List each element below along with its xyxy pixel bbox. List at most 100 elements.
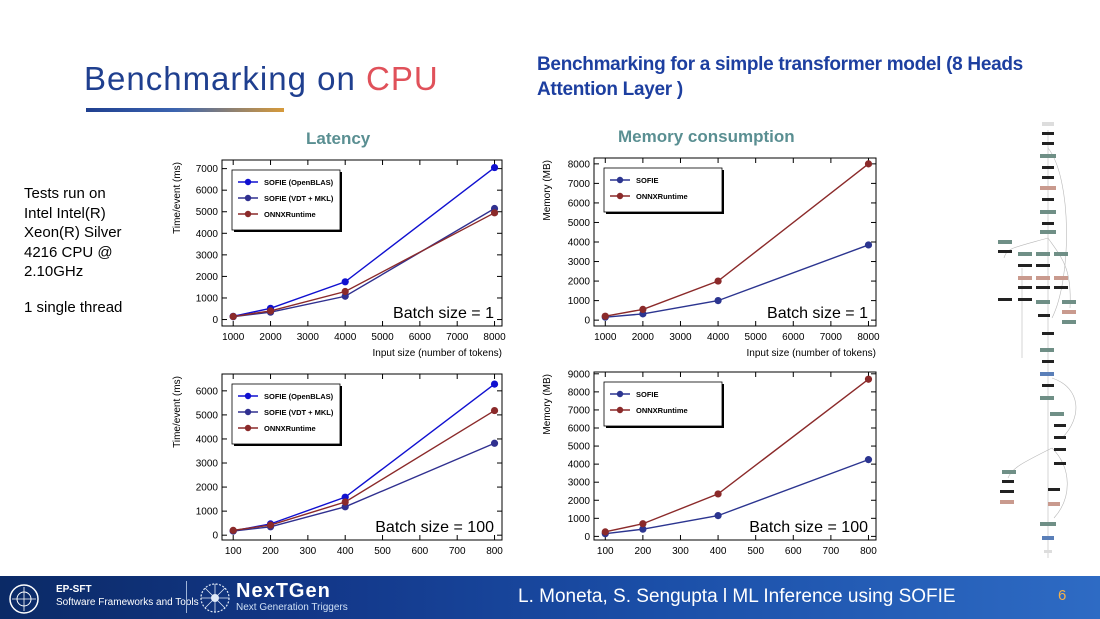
- x-tick-label: 400: [710, 546, 727, 557]
- data-point: [639, 305, 647, 313]
- y-tick-label: 1000: [196, 293, 219, 304]
- data-point: [639, 520, 647, 528]
- data-point: [864, 241, 873, 249]
- legend-marker: [616, 406, 624, 414]
- legend-marker: [244, 392, 252, 400]
- legend-marker: [616, 192, 624, 200]
- note-line: Xeon(R) Silver: [24, 224, 122, 241]
- x-tick-label: 2000: [632, 332, 655, 343]
- x-tick-label: 7000: [820, 332, 843, 343]
- x-tick-label: 1000: [222, 332, 245, 343]
- legend-box: [603, 167, 723, 213]
- y-tick-label: 0: [212, 531, 218, 542]
- x-tick-label: 3000: [669, 332, 692, 343]
- series-line: [233, 212, 495, 318]
- y-tick-label: 6000: [568, 424, 591, 435]
- y-tick-label: 7000: [568, 179, 591, 190]
- y-tick-label: 4000: [568, 238, 591, 249]
- x-tick-label: 700: [449, 546, 466, 557]
- nextgen-subtitle: Next Generation Triggers: [236, 602, 348, 613]
- x-tick-label: 200: [635, 546, 652, 557]
- x-tick-label: 3000: [297, 332, 320, 343]
- y-tick-label: 4000: [196, 434, 219, 445]
- footer-notch: [152, 562, 897, 578]
- latency-heading: Latency: [306, 129, 371, 148]
- data-point: [601, 312, 609, 320]
- x-tick-label: 6000: [409, 332, 432, 343]
- test-setup-note: Tests run on Intel Intel(R) Xeon(R) Silv…: [24, 184, 164, 282]
- series-line: [233, 442, 495, 532]
- y-tick-label: 2000: [196, 272, 219, 283]
- y-tick-label: 5000: [196, 410, 219, 421]
- x-tick-label: 500: [374, 546, 391, 557]
- legend-entry: SOFIE (VDT + MKL): [264, 408, 334, 417]
- note-line: Tests run on: [24, 185, 106, 202]
- x-tick-label: 800: [486, 546, 503, 557]
- data-point: [490, 380, 499, 388]
- legend-entry: SOFIE: [636, 176, 659, 185]
- data-point: [714, 277, 722, 285]
- x-tick-label: 8000: [483, 332, 506, 343]
- x-tick-label: 1000: [594, 332, 617, 343]
- y-tick-label: 2000: [568, 496, 591, 507]
- x-tick-label: 100: [597, 546, 614, 557]
- x-axis-label: Input size (number of tokens): [746, 348, 876, 359]
- y-tick-label: 0: [584, 316, 590, 327]
- title-main: Benchmarking on: [84, 60, 366, 97]
- y-axis-label: Memory (MB): [542, 160, 553, 221]
- y-tick-label: 7000: [196, 164, 219, 175]
- legend-entry: SOFIE (OpenBLAS): [264, 392, 334, 401]
- data-point: [714, 512, 722, 520]
- note-line: Intel Intel(R): [24, 204, 106, 222]
- ep-sft-label: EP-SFT: [56, 584, 92, 595]
- data-point: [864, 456, 873, 464]
- footer-divider: [186, 581, 187, 613]
- data-point: [864, 375, 873, 383]
- note-line: 2.10GHz: [24, 263, 84, 280]
- data-point: [266, 307, 275, 315]
- data-point: [490, 406, 499, 415]
- data-point: [341, 498, 349, 506]
- x-tick-label: 700: [823, 546, 840, 557]
- y-tick-label: 2000: [196, 483, 219, 494]
- data-point: [714, 490, 722, 498]
- y-axis-label: Time/event (ms): [172, 376, 183, 448]
- series-line: [605, 244, 869, 318]
- x-axis-label: Input size (number of tokens): [372, 348, 502, 359]
- slide-subtitle: Benchmarking for a simple transformer mo…: [537, 54, 1023, 100]
- page-number: 6: [1058, 587, 1067, 604]
- y-tick-label: 4000: [196, 229, 219, 240]
- y-tick-label: 8000: [568, 159, 591, 170]
- data-point: [341, 287, 349, 296]
- y-tick-label: 3000: [196, 459, 219, 470]
- y-tick-label: 1000: [568, 296, 591, 307]
- thread-note: 1 single thread: [24, 299, 123, 316]
- x-tick-label: 600: [412, 546, 429, 557]
- legend-marker: [244, 210, 252, 218]
- y-tick-label: 9000: [568, 369, 591, 380]
- nextgen-logo-icon: [200, 583, 230, 613]
- x-tick-label: 8000: [857, 332, 880, 343]
- legend-entry: ONNXRuntime: [636, 192, 688, 201]
- x-tick-label: 600: [785, 546, 802, 557]
- data-point: [229, 312, 237, 321]
- y-tick-label: 4000: [568, 460, 591, 471]
- x-tick-label: 5000: [371, 332, 394, 343]
- legend-marker: [244, 194, 252, 202]
- y-tick-label: 0: [584, 532, 590, 543]
- series-line: [233, 166, 495, 317]
- y-tick-label: 2000: [568, 277, 591, 288]
- data-point: [639, 525, 647, 533]
- title-underline: [86, 108, 284, 112]
- legend-entry: SOFIE (VDT + MKL): [264, 194, 334, 203]
- data-point: [864, 160, 873, 168]
- latency-batch100-chart: 100 200 300 400 500 600 700 800 0 1000 2000 3000 400…: [172, 373, 503, 573]
- footer-bar: [0, 576, 1100, 619]
- x-tick-label: 300: [300, 546, 317, 557]
- data-point: [490, 163, 499, 172]
- x-tick-label: 5000: [745, 332, 768, 343]
- legend-entry: SOFIE: [636, 390, 659, 399]
- y-tick-label: 5000: [568, 218, 591, 229]
- y-tick-label: 7000: [568, 405, 591, 416]
- memory-batch100-chart: 100 200 300 400 500 600 700 8000100020003000400…: [542, 369, 877, 573]
